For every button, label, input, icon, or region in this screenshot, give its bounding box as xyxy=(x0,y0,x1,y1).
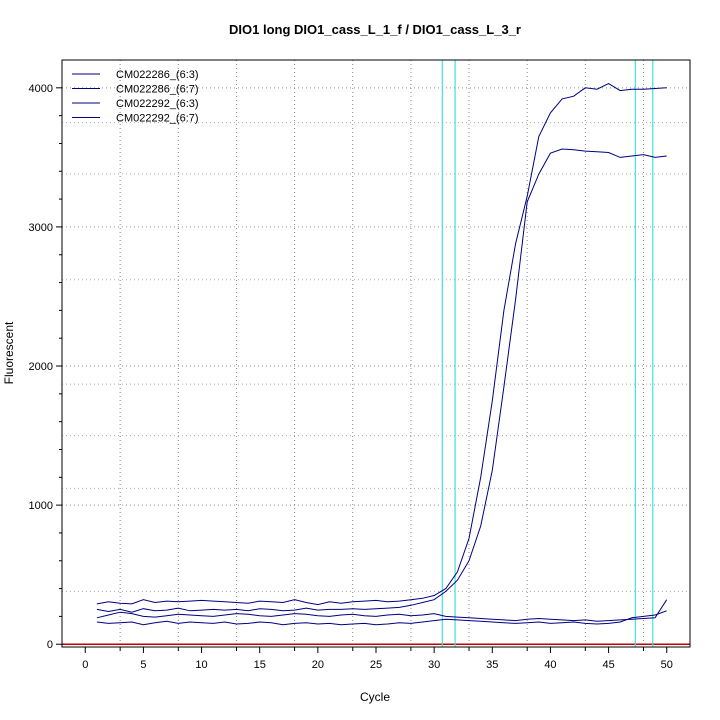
y-axis-label: Fluorescent xyxy=(2,321,16,384)
plot-frame xyxy=(61,59,691,648)
legend: CM022286_(6:3) CM022286_(6:7) CM022292_(6:… xyxy=(72,69,199,125)
x-tick-label: 0 xyxy=(82,659,88,671)
x-tick-label: 50 xyxy=(661,659,673,671)
y-tick-label: 3000 xyxy=(29,222,53,234)
x-tick-label: 15 xyxy=(254,659,266,671)
threshold-markers xyxy=(441,60,654,647)
y-tick-label: 0 xyxy=(47,639,53,651)
x-axis-label: Cycle xyxy=(360,690,390,704)
series-line-1 xyxy=(96,83,667,606)
x-tick-label: 35 xyxy=(486,659,498,671)
x-axis-ticks: 0 5 10 15 20 25 30 35 40 45 50 xyxy=(82,647,673,671)
x-tick-label: 20 xyxy=(312,659,324,671)
legend-label-1: CM022286_(6:3) xyxy=(116,69,199,81)
series-line-3 xyxy=(96,599,668,622)
series-layer xyxy=(96,83,668,626)
grid-layer xyxy=(62,60,690,647)
chart-title: DIO1 long DIO1_cass_L_1_f / DIO1_cass_L_… xyxy=(229,22,521,37)
x-tick-label: 25 xyxy=(370,659,382,671)
x-tick-label: 45 xyxy=(602,659,614,671)
y-tick-label: 4000 xyxy=(29,83,53,95)
legend-label-2: CM022286_(6:7) xyxy=(116,84,199,96)
series-line-2 xyxy=(96,148,667,613)
x-tick-label: 10 xyxy=(195,659,207,671)
y-tick-label: 1000 xyxy=(29,500,53,512)
series-line-4 xyxy=(96,610,667,626)
y-tick-label: 2000 xyxy=(29,361,53,373)
legend-label-4: CM022292_(6:7) xyxy=(116,113,199,125)
x-tick-label: 40 xyxy=(544,659,556,671)
x-tick-label: 5 xyxy=(140,659,146,671)
x-tick-label: 30 xyxy=(428,659,440,671)
y-axis-ticks: 0 1000 2000 3000 4000 xyxy=(29,83,62,651)
legend-label-3: CM022292_(6:3) xyxy=(116,98,199,110)
